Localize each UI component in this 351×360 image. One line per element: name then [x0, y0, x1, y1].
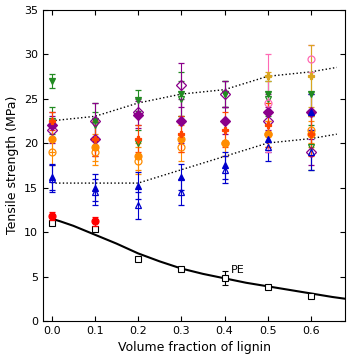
Y-axis label: Tensile strength (MPa): Tensile strength (MPa): [6, 96, 19, 234]
X-axis label: Volume fraction of lignin: Volume fraction of lignin: [118, 341, 271, 355]
Text: PE: PE: [231, 265, 245, 275]
